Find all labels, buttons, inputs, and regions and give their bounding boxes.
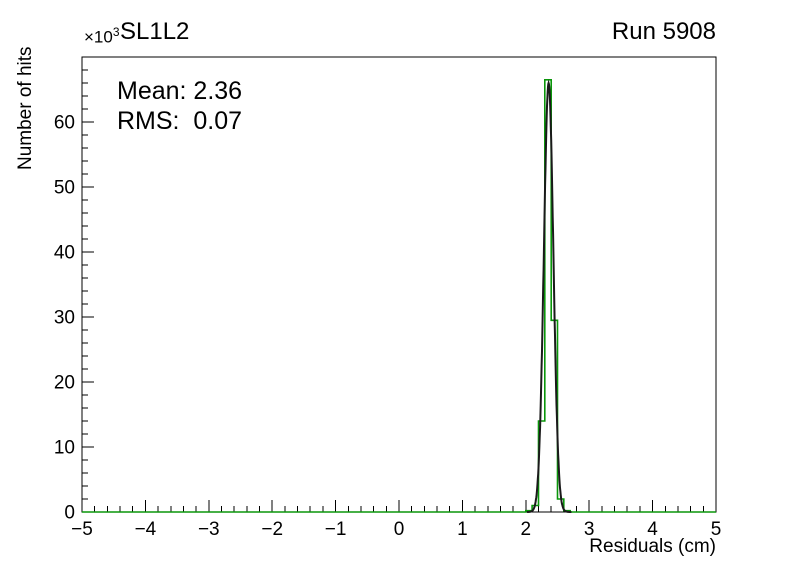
y-tick-label: 10 <box>54 438 75 459</box>
y-axis-multiplier-base: ×10 <box>84 27 113 47</box>
x-tick-label: 5 <box>711 519 722 540</box>
x-tick-label: −1 <box>325 519 347 540</box>
plot-title: SL1L2 <box>120 18 190 45</box>
x-tick-label: 4 <box>647 519 658 540</box>
y-axis-multiplier-exponent: 3 <box>112 25 120 39</box>
y-tick-label: 40 <box>54 243 75 264</box>
x-tick-label: −2 <box>261 519 283 540</box>
x-axis-title: Residuals (cm) <box>589 536 716 557</box>
y-tick-label: 0 <box>64 503 75 524</box>
x-tick-label: −5 <box>71 519 93 540</box>
y-axis-multiplier: ×103 <box>84 25 120 47</box>
x-tick-label: 1 <box>457 519 468 540</box>
y-tick-label: 20 <box>54 373 75 394</box>
x-tick-label: 3 <box>584 519 595 540</box>
rms-stat-label: RMS: 0.07 <box>117 107 243 135</box>
x-tick-label: −3 <box>198 519 220 540</box>
y-tick-label: 30 <box>54 308 75 329</box>
y-axis-title: Number of hits <box>15 46 36 170</box>
x-tick-label: 0 <box>394 519 405 540</box>
x-tick-label: 2 <box>521 519 532 540</box>
y-tick-label: 50 <box>54 178 75 199</box>
y-tick-label: 60 <box>54 113 75 134</box>
x-tick-label: −4 <box>135 519 157 540</box>
run-label: Run 5908 <box>611 18 716 45</box>
mean-stat-label: Mean: 2.36 <box>117 77 243 105</box>
fit-curve <box>527 79 572 513</box>
residual-histogram <box>82 79 716 513</box>
